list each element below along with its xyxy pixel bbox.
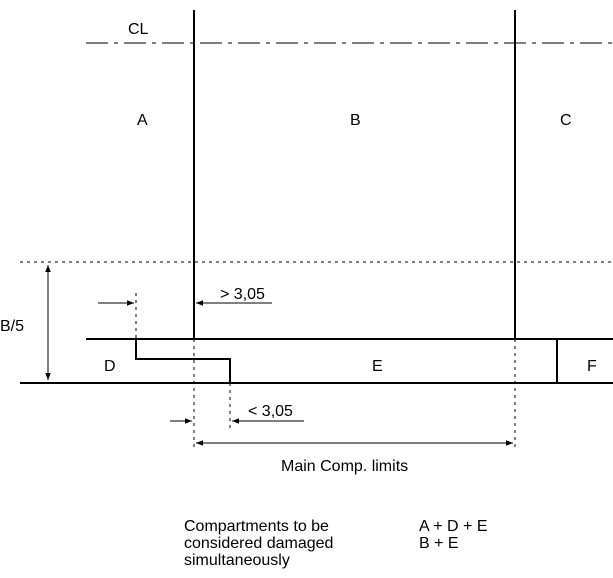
caption-line: Compartments to be [184, 518, 333, 535]
compartment-label-e: E [372, 358, 383, 375]
caption-combinations: A + D + E B + E [419, 518, 487, 552]
centerline-label: CL [128, 21, 149, 38]
compartment-label-a: A [137, 112, 148, 129]
compartment-label-c: C [560, 112, 572, 129]
caption-line: simultaneously [184, 552, 333, 569]
combination-item: A + D + E [419, 518, 487, 535]
gt-dim-label: > 3,05 [220, 286, 265, 303]
caption-description: Compartments to be considered damaged si… [184, 518, 333, 569]
b5-label: B/5 [0, 318, 24, 335]
compartment-label-b: B [350, 112, 361, 129]
lt-dim-label: < 3,05 [248, 403, 293, 420]
main-limits-label: Main Comp. limits [281, 458, 408, 475]
compartment-label-f: F [587, 358, 597, 375]
compartment-label-d: D [104, 358, 116, 375]
combination-item: B + E [419, 535, 487, 552]
caption-line: considered damaged [184, 535, 333, 552]
stepped-bulkhead [136, 339, 230, 383]
